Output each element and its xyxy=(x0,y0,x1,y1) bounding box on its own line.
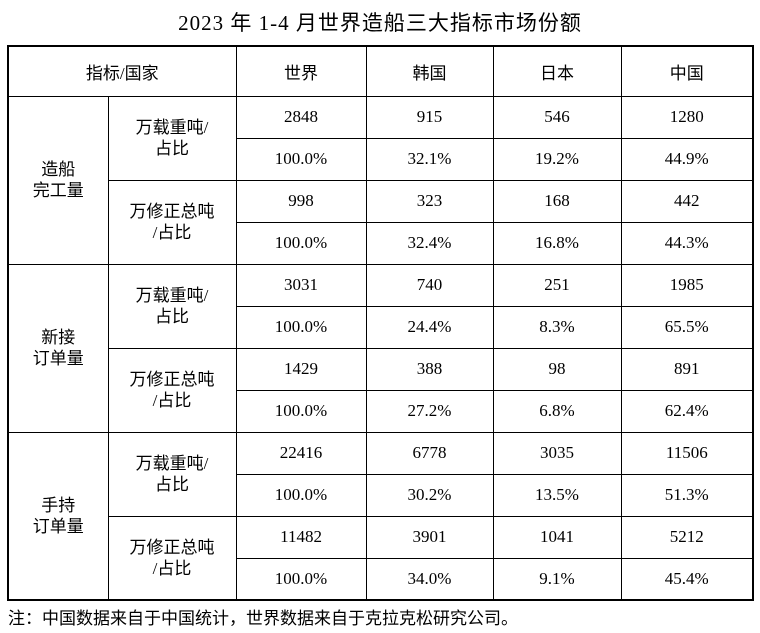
value-cell: 1429 xyxy=(235,347,367,391)
share-cell: 44.3% xyxy=(620,221,754,265)
value-cell: 3035 xyxy=(492,431,622,475)
page-title: 2023 年 1-4 月世界造船三大指标市场份额 xyxy=(178,11,582,35)
metric-label-line: 万载重吨/ xyxy=(135,286,209,305)
value-cell: 1985 xyxy=(620,263,754,307)
value-cell: 5212 xyxy=(620,515,754,559)
table-row: 万修正总吨 /占比 1429 388 98 891 xyxy=(8,347,754,433)
metric-label-line: 万修正总吨 xyxy=(129,370,215,389)
table-row: 100.0% 32.4% 16.8% 44.3% xyxy=(8,221,754,265)
group-label-line: 完工量 xyxy=(32,181,84,200)
share-cell: 100.0% xyxy=(235,221,367,265)
value-cell: 388 xyxy=(365,347,494,391)
share-cell: 24.4% xyxy=(365,305,494,349)
metric-label-line: 万修正总吨 xyxy=(129,537,215,557)
header-col-korea: 韩国 xyxy=(365,45,494,97)
metric-label-cgt: 万修正总吨 /占比 xyxy=(107,515,237,601)
share-cell: 8.3% xyxy=(492,305,622,349)
table-row: 造船 完工量 万载重吨/ 占比 2848 915 546 1280 xyxy=(7,95,754,265)
table-row: 100.0% 30.2% 13.5% 51.3% xyxy=(8,473,754,517)
metric-label-line: 万载重吨/ xyxy=(135,118,209,137)
footnote: 注：中国数据来自于中国统计，世界数据来自于克拉克松研究公司。 xyxy=(8,609,518,628)
share-cell: 32.4% xyxy=(365,221,494,265)
value-cell: 1041 xyxy=(492,515,622,559)
metric-label-cgt: 万修正总吨 /占比 xyxy=(107,179,237,265)
table-row: 万修正总吨 /占比 998 323 168 442 xyxy=(8,179,754,265)
value-cell: 6778 xyxy=(365,431,494,475)
share-cell: 100.0% xyxy=(235,473,367,517)
header-corner-cell: 指标/国家 xyxy=(7,45,237,97)
table-row: 手持 订单量 万载重吨/ 占比 22416 6778 3035 11506 xyxy=(7,431,754,601)
metric-label-line: /占比 xyxy=(152,391,192,410)
metric-label-line: /占比 xyxy=(152,223,192,242)
table-row: 新接 订单量 万载重吨/ 占比 3031 740 251 1985 xyxy=(7,263,754,433)
share-cell: 34.0% xyxy=(365,557,494,601)
shipbuilding-market-share-table: 指标/国家 世界 韩国 日本 中国 造船 完工量 万载重吨/ 占比 2848 9… xyxy=(7,45,755,601)
value-cell: 251 xyxy=(492,263,622,307)
share-cell: 13.5% xyxy=(492,473,622,517)
value-cell: 323 xyxy=(365,179,494,223)
group-label-new-orders: 新接 订单量 xyxy=(7,263,109,433)
group-label-line: 新接 xyxy=(41,328,76,347)
value-cell: 1280 xyxy=(620,95,754,139)
share-cell: 19.2% xyxy=(492,137,622,181)
share-cell: 100.0% xyxy=(235,305,367,349)
table-row: 万修正总吨 /占比 11482 3901 1041 5212 xyxy=(8,515,754,601)
metric-label-dwt: 万载重吨/ 占比 xyxy=(107,263,237,349)
metric-label-line: 占比 xyxy=(155,307,189,326)
table-row: 100.0% 34.0% 9.1% 45.4% xyxy=(8,557,754,601)
share-cell: 51.3% xyxy=(620,473,754,517)
share-cell: 62.4% xyxy=(620,389,754,433)
value-cell: 3031 xyxy=(235,263,367,307)
value-cell: 98 xyxy=(492,347,622,391)
value-cell: 740 xyxy=(365,263,494,307)
header-col-japan: 日本 xyxy=(492,45,622,97)
share-cell: 100.0% xyxy=(235,137,367,181)
value-cell: 22416 xyxy=(235,431,367,475)
value-cell: 3901 xyxy=(365,515,494,559)
header-row: 指标/国家 世界 韩国 日本 中国 xyxy=(7,45,754,97)
share-cell: 9.1% xyxy=(492,557,622,601)
value-cell: 915 xyxy=(365,95,494,139)
group-label-line: 订单量 xyxy=(32,349,84,368)
share-cell: 16.8% xyxy=(492,221,622,265)
value-cell: 11506 xyxy=(620,431,754,475)
value-cell: 891 xyxy=(620,347,754,391)
metric-label-dwt: 万载重吨/ 占比 xyxy=(107,95,237,181)
metric-label-line: 占比 xyxy=(155,475,189,494)
share-cell: 65.5% xyxy=(620,305,754,349)
metric-label-line: 万修正总吨 xyxy=(129,202,215,221)
metric-label-cgt: 万修正总吨 /占比 xyxy=(107,347,237,433)
group-label-line: 订单量 xyxy=(32,516,84,536)
value-cell: 546 xyxy=(492,95,622,139)
group-label-completions: 造船 完工量 xyxy=(7,95,109,265)
share-cell: 44.9% xyxy=(620,137,754,181)
group-label-line: 手持 xyxy=(41,495,76,515)
share-cell: 32.1% xyxy=(365,137,494,181)
group-label-line: 造船 xyxy=(41,160,76,179)
table-row: 100.0% 24.4% 8.3% 65.5% xyxy=(8,305,754,349)
share-cell: 6.8% xyxy=(492,389,622,433)
metric-label-line: /占比 xyxy=(152,558,192,578)
value-cell: 2848 xyxy=(235,95,367,139)
metric-label-dwt: 万载重吨/ 占比 xyxy=(107,431,237,517)
table-row: 100.0% 32.1% 19.2% 44.9% xyxy=(8,137,754,181)
metric-label-line: 占比 xyxy=(155,139,189,158)
header-col-world: 世界 xyxy=(235,45,367,97)
value-cell: 998 xyxy=(235,179,367,223)
share-cell: 45.4% xyxy=(620,557,754,601)
table-row: 100.0% 27.2% 6.8% 62.4% xyxy=(8,389,754,433)
share-cell: 27.2% xyxy=(365,389,494,433)
share-cell: 30.2% xyxy=(365,473,494,517)
value-cell: 168 xyxy=(492,179,622,223)
share-cell: 100.0% xyxy=(235,389,367,433)
header-col-china: 中国 xyxy=(620,45,754,97)
value-cell: 442 xyxy=(620,179,754,223)
group-label-order-backlog: 手持 订单量 xyxy=(7,431,109,601)
share-cell: 100.0% xyxy=(235,557,367,601)
value-cell: 11482 xyxy=(235,515,367,559)
metric-label-line: 万载重吨/ xyxy=(135,454,209,473)
